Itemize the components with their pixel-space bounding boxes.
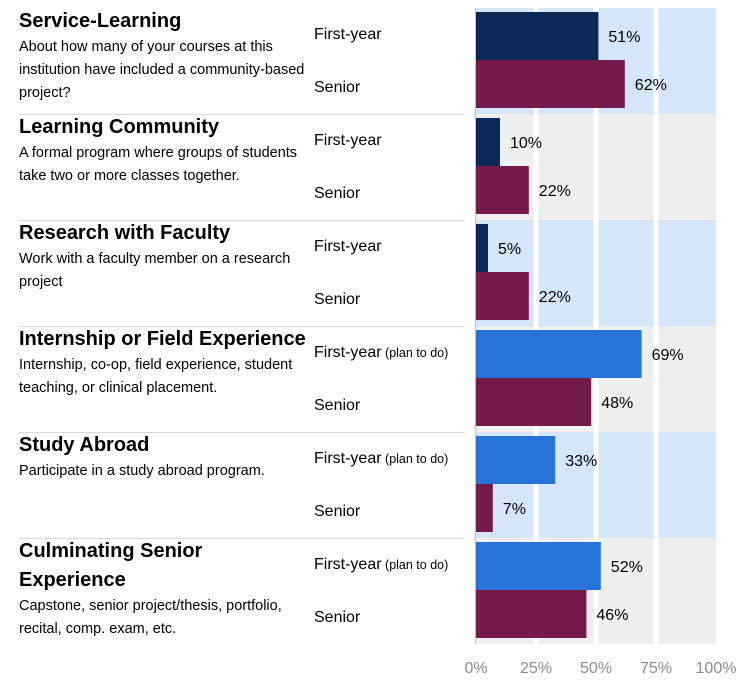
item-description: Work with a faculty member on a research… — [19, 251, 291, 290]
row-label-text: Senior — [314, 79, 361, 96]
row-label: First-year — [314, 25, 382, 45]
bar-2-0 — [476, 224, 488, 272]
bar-4-1 — [476, 484, 493, 532]
bar-2-1 — [476, 272, 529, 320]
item-description: A formal program where groups of student… — [19, 145, 298, 184]
value-label-0-1: 62% — [635, 77, 667, 94]
bar-0-0 — [476, 12, 599, 60]
x-tick-labels: 0% 25% 50% 75% 100% — [464, 660, 736, 677]
bar-3-1 — [476, 378, 592, 426]
row-label: First-year (plan to do) — [314, 449, 448, 469]
section-divider — [19, 220, 465, 221]
row-label: Senior — [314, 396, 360, 416]
bars — [476, 12, 642, 638]
value-label-0-0: 51% — [608, 29, 640, 46]
row-label: Senior — [314, 608, 360, 628]
row-label-text: Senior — [314, 397, 361, 414]
value-label-2-1: 22% — [539, 289, 571, 306]
row-label-note: (plan to do) — [381, 346, 449, 360]
row-label: Senior — [314, 78, 360, 98]
row-label-text: First-year — [314, 132, 382, 149]
row-label-text: First-year — [314, 556, 382, 573]
bar-3-0 — [476, 330, 642, 378]
item-title: Learning Community — [19, 116, 220, 138]
value-label-4-0: 33% — [565, 453, 597, 470]
item-title: Internship or Field Experience — [19, 328, 306, 350]
row-label: First-year — [314, 131, 382, 151]
value-label-5-0: 52% — [611, 559, 643, 576]
item-text-block: Culminating Senior Experience Capstone, s… — [19, 537, 309, 641]
value-label-1-1: 22% — [539, 183, 571, 200]
value-label-1-0: 10% — [510, 135, 542, 152]
row-label-text: First-year — [314, 238, 382, 255]
x-tick-label-1: 25% — [520, 660, 552, 677]
section-divider — [19, 538, 465, 539]
row-label: Senior — [314, 184, 360, 204]
item-title: Research with Faculty — [19, 222, 231, 244]
value-label-4-1: 7% — [503, 501, 526, 518]
row-label-text: First-year — [314, 26, 382, 43]
item-text-block: Study Abroad Participate in a study abroa… — [19, 431, 309, 483]
item-description: Participate in a study abroad program. — [19, 463, 265, 479]
value-label-2-0: 5% — [498, 241, 521, 258]
value-label-3-0: 69% — [652, 347, 684, 364]
row-label-text: Senior — [314, 185, 361, 202]
row-label: First-year — [314, 237, 382, 257]
x-tick-label-0: 0% — [464, 660, 487, 677]
section-divider — [19, 114, 465, 115]
x-tick-label-3: 75% — [640, 660, 672, 677]
row-label: Senior — [314, 290, 360, 310]
item-text-block: Research with Faculty Work with a faculty… — [19, 219, 309, 294]
item-text-block: Internship or Field Experience Internship… — [19, 325, 309, 400]
row-label-text: Senior — [314, 291, 361, 308]
row-label-text: First-year — [314, 344, 382, 361]
item-description: Internship, co-op, field experience, stu… — [19, 357, 293, 396]
row-label: First-year (plan to do) — [314, 555, 448, 575]
value-labels: 51% 62% 10% 22% 5% 22% 69% 48% 33% 7% 52% 46% — [498, 29, 684, 624]
row-label: Senior — [314, 502, 360, 522]
section-divider — [19, 326, 465, 327]
bar-5-0 — [476, 542, 601, 590]
bar-1-1 — [476, 166, 529, 214]
item-description: Capstone, senior project/thesis, portfol… — [19, 598, 282, 637]
row-label: First-year (plan to do) — [314, 343, 448, 363]
bar-1-0 — [476, 118, 500, 166]
x-tick-label-4: 100% — [696, 660, 737, 677]
x-tick-label-2: 50% — [580, 660, 612, 677]
row-label-text: Senior — [314, 609, 361, 626]
row-label-note: (plan to do) — [381, 558, 449, 572]
value-label-3-1: 48% — [601, 395, 633, 412]
item-title: Service-Learning — [19, 10, 182, 32]
item-title: Culminating Senior Experience — [19, 540, 203, 591]
item-title: Study Abroad — [19, 434, 150, 456]
row-label-note: (plan to do) — [381, 452, 449, 466]
item-text-block: Learning Community A formal program where… — [19, 113, 309, 188]
bar-5-1 — [476, 590, 587, 638]
row-label-text: First-year — [314, 450, 382, 467]
item-description: About how many of your courses at this i… — [19, 39, 305, 101]
item-text-block: Service-Learning About how many of your c… — [19, 7, 309, 105]
row-label-text: Senior — [314, 503, 361, 520]
value-label-5-1: 46% — [596, 607, 628, 624]
bar-4-0 — [476, 436, 556, 484]
section-divider — [19, 432, 465, 433]
bar-0-1 — [476, 60, 625, 108]
